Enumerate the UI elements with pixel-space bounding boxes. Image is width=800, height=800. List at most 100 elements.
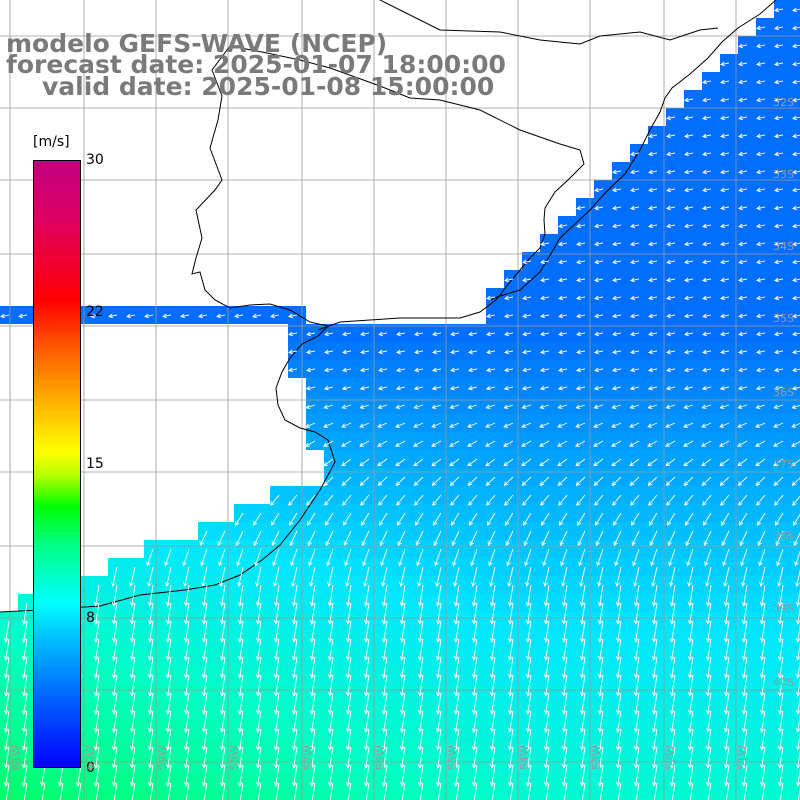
wind-vector-arrow <box>342 349 352 355</box>
wind-vector-arrow <box>723 656 730 679</box>
wind-speed-cell <box>126 792 144 800</box>
lat-label: 37S <box>773 458 794 471</box>
wind-vector-arrow <box>720 512 730 526</box>
wind-vector-arrow <box>630 367 640 373</box>
wind-vector-arrow <box>378 331 388 337</box>
wind-vector-arrow <box>381 746 388 769</box>
wind-vector-arrow <box>615 692 622 715</box>
coastline <box>0 0 777 613</box>
wind-vector-arrow <box>450 349 460 355</box>
wind-speed-cell <box>792 324 800 342</box>
wind-vector-arrow <box>669 746 676 769</box>
wind-vector-arrow <box>615 764 622 787</box>
wind-vector-arrow <box>687 764 694 787</box>
wind-vector-arrow <box>540 494 550 506</box>
wind-vector-arrow <box>741 656 748 679</box>
wind-vector-arrow <box>486 349 496 355</box>
wind-vector-arrow <box>309 764 316 787</box>
wind-vector-arrow <box>21 620 28 643</box>
wind-vector-arrow <box>687 656 694 679</box>
wind-vector-arrow <box>377 385 388 391</box>
wind-vector-arrow <box>471 566 478 587</box>
wind-vector-arrow <box>236 548 244 567</box>
wind-vector-arrow <box>525 620 532 643</box>
wind-vector-arrow <box>237 728 244 751</box>
wind-vector-arrow <box>791 441 800 447</box>
wind-vector-arrow <box>611 476 622 486</box>
wind-vector-arrow <box>558 259 568 265</box>
wind-vector-arrow <box>3 710 10 733</box>
wind-vector-arrow <box>576 205 586 211</box>
wind-vector-arrow <box>489 674 496 697</box>
wind-vector-arrow <box>738 205 748 211</box>
wind-vector-arrow <box>218 548 226 567</box>
lon-label: 53W <box>590 745 603 770</box>
wind-vector-arrow <box>399 692 406 715</box>
wind-vector-arrow <box>774 241 784 247</box>
wind-vector-arrow <box>435 692 442 715</box>
wind-vector-arrow <box>184 782 190 800</box>
wind-vector-arrow <box>631 530 640 547</box>
wind-vector-arrow <box>557 440 568 447</box>
wind-vector-arrow <box>612 205 622 211</box>
wind-vector-arrow <box>741 566 748 587</box>
wind-vector-arrow <box>540 295 550 301</box>
wind-vector-arrow <box>613 530 622 547</box>
wind-vector-arrow <box>381 638 388 661</box>
wind-speed-cell <box>792 630 800 648</box>
wind-vector-arrow <box>777 728 784 751</box>
wind-vector-arrow <box>467 385 478 391</box>
wind-vector-arrow <box>597 638 604 661</box>
wind-vector-arrow <box>417 710 424 733</box>
wind-vector-arrow <box>327 584 334 607</box>
wind-vector-arrow <box>579 620 586 643</box>
wind-vector-arrow <box>759 620 766 643</box>
wind-vector-arrow <box>147 566 154 587</box>
wind-vector-arrow <box>341 476 352 486</box>
colorbar-tick-30: 30 <box>86 152 104 168</box>
wind-vector-arrow <box>396 331 406 337</box>
wind-vector-arrow <box>449 422 460 428</box>
wind-vector-arrow <box>507 746 514 769</box>
wind-vector-arrow <box>558 331 568 337</box>
wind-vector-arrow <box>503 385 514 391</box>
wind-vector-arrow <box>701 476 712 486</box>
wind-vector-arrow <box>648 277 658 283</box>
wind-vector-arrow <box>594 494 604 506</box>
wind-vector-arrow <box>525 710 532 733</box>
wind-vector-arrow <box>255 566 262 587</box>
wind-speed-cell <box>558 792 576 800</box>
wind-vector-arrow <box>507 692 514 715</box>
wind-vector-arrow <box>395 404 406 410</box>
wind-vector-arrow <box>759 584 766 607</box>
wind-vector-arrow <box>507 656 514 679</box>
wind-vector-arrow <box>201 764 208 787</box>
wind-vector-arrow <box>522 512 532 526</box>
wind-vector-arrow <box>774 79 784 85</box>
wind-vector-arrow <box>345 728 352 751</box>
wind-vector-arrow <box>237 746 244 769</box>
wind-vector-arrow <box>648 313 658 319</box>
wind-vector-arrow <box>719 404 730 410</box>
wind-vector-arrow <box>378 367 388 373</box>
wind-vector-arrow <box>345 638 352 661</box>
wind-vector-arrow <box>21 656 28 679</box>
wind-vector-arrow <box>702 349 712 355</box>
wind-vector-arrow <box>720 494 730 506</box>
wind-vector-arrow <box>381 566 388 587</box>
lat-label: 34S <box>773 240 794 253</box>
wind-vector-arrow <box>667 530 676 547</box>
wind-vector-arrow <box>165 728 172 751</box>
wind-vector-arrow <box>489 584 496 607</box>
wind-vector-arrow <box>615 728 622 751</box>
wind-speed-cell <box>774 792 792 800</box>
wind-vector-arrow <box>740 548 748 567</box>
wind-vector-arrow <box>738 331 748 337</box>
wind-vector-arrow <box>291 728 298 751</box>
wind-vector-arrow <box>327 656 334 679</box>
wind-vector-arrow <box>129 566 136 587</box>
wind-vector-arrow <box>345 764 352 787</box>
wind-vector-arrow <box>723 728 730 751</box>
wind-vector-arrow <box>651 746 658 769</box>
wind-vector-arrow <box>687 602 694 625</box>
